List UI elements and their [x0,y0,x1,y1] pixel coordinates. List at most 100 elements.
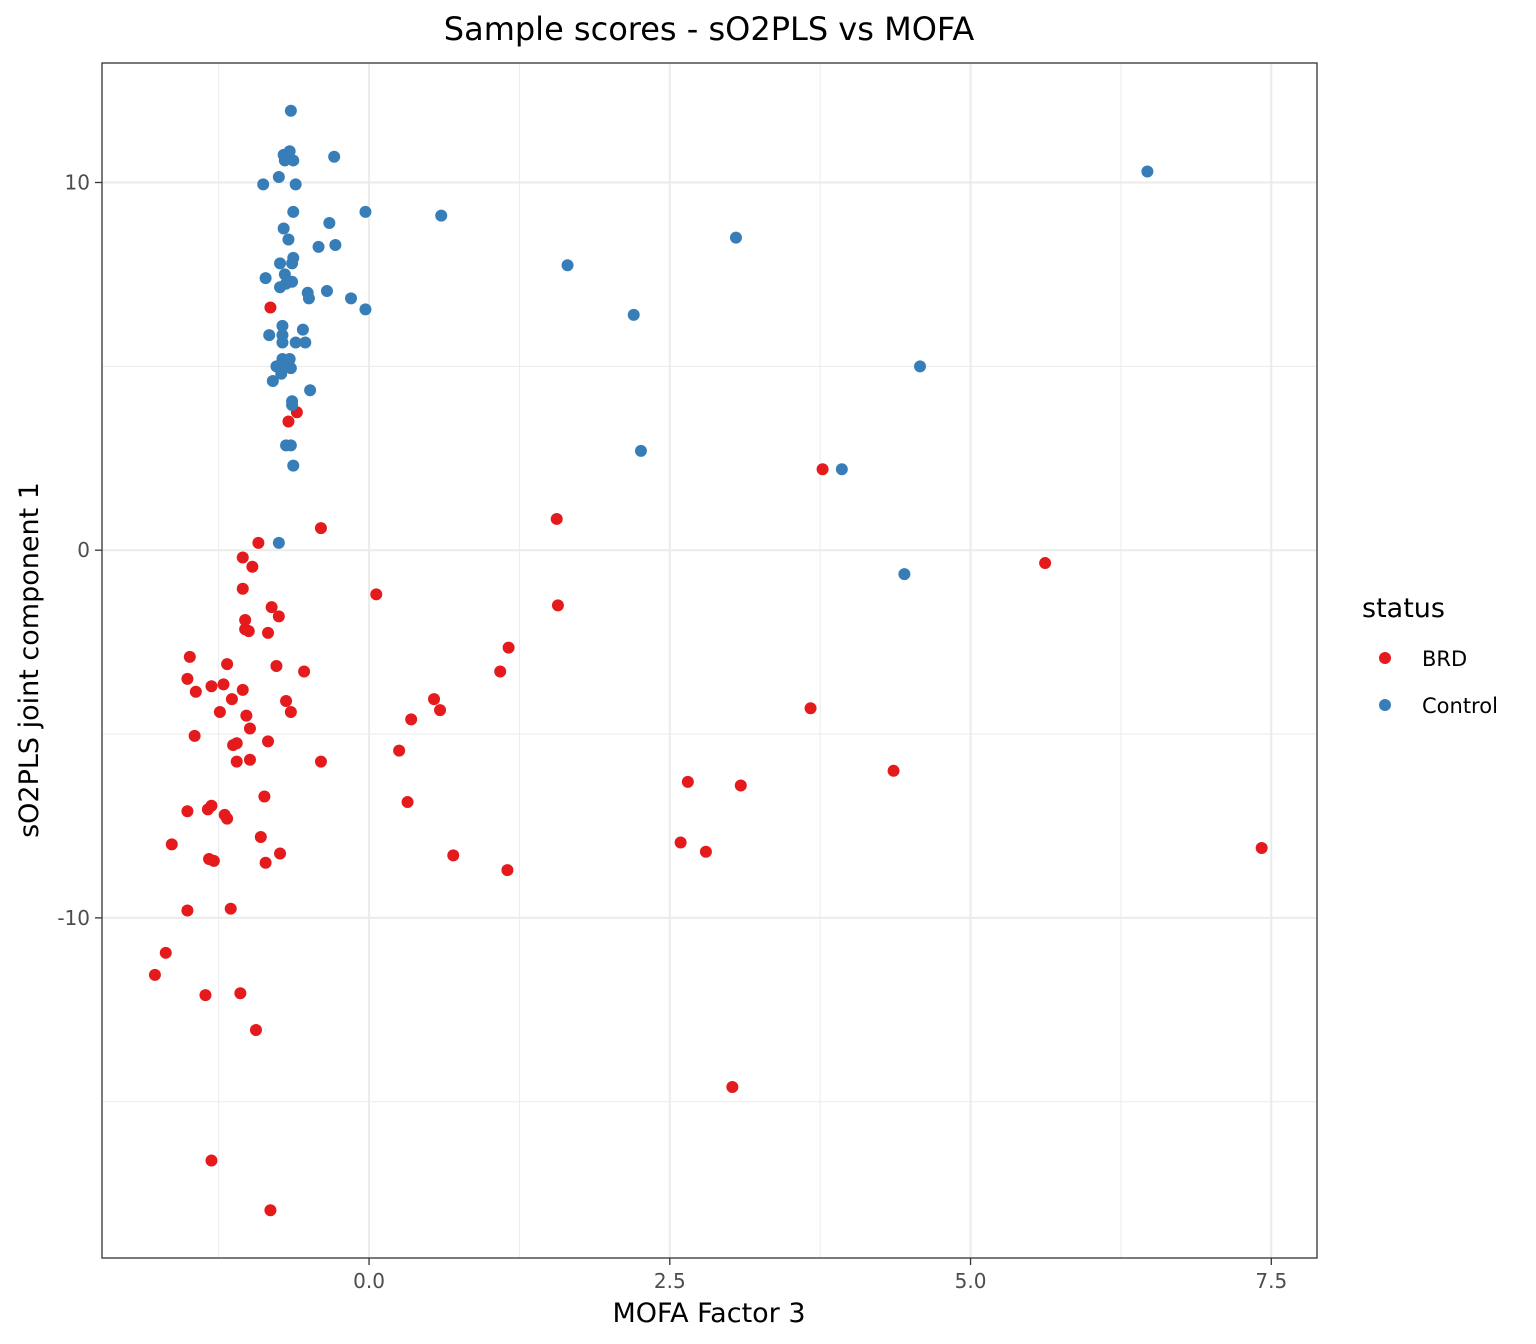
y-axis-title: sO2PLS joint component 1 [14,482,45,838]
data-point-brd [258,790,271,803]
data-point-control [274,257,287,270]
x-tick-label: 5.0 [955,1269,987,1293]
data-point-control [345,292,358,305]
data-point-brd [264,301,277,314]
data-point-control [323,216,336,229]
data-point-brd [264,1204,277,1217]
data-point-control [259,272,272,285]
data-point-control [276,336,289,349]
data-point-control [328,150,341,163]
data-point-brd [262,735,275,748]
data-point-control [296,323,309,336]
data-point-brd [240,709,253,722]
data-point-brd [502,641,515,654]
legend-key-control [1379,699,1391,711]
data-point-control [729,231,742,244]
data-point-control [304,384,317,397]
data-point-brd [230,737,243,750]
data-point-control [287,205,300,218]
data-point-brd [181,805,194,818]
data-point-brd [236,683,249,696]
data-point-brd [259,856,272,869]
legend-label-control: Control [1422,694,1498,718]
data-point-brd [405,713,418,726]
data-point-brd [284,705,297,718]
data-point-brd [887,764,900,777]
data-point-brd [242,625,255,638]
data-point-brd [181,904,194,917]
data-point-brd [314,755,327,768]
data-point-control [276,319,289,332]
data-point-control [287,459,300,472]
data-point-control [274,281,287,294]
data-point-brd [272,610,285,623]
data-point-brd [270,660,283,673]
data-point-brd [234,987,247,1000]
data-point-control [435,209,448,222]
data-point-control [284,104,297,117]
data-point-brd [181,672,194,685]
data-point-brd [262,626,275,639]
x-tick-label: 2.5 [654,1269,686,1293]
data-point-control [272,536,285,549]
data-point-brd [217,678,230,691]
data-point-control [257,178,270,191]
data-point-brd [314,522,327,535]
data-point-brd [816,463,829,476]
data-point-brd [551,599,564,612]
data-point-brd [494,665,507,678]
data-point-brd [221,658,234,671]
data-point-brd [213,705,226,718]
legend-key-brd [1379,652,1391,664]
data-point-control [286,398,299,411]
data-point-brd [434,704,447,717]
data-point-brd [246,560,259,573]
data-point-brd [393,744,406,757]
data-point-brd [239,614,252,627]
y-tick-label: 10 [65,171,90,195]
legend-title: status [1362,593,1445,624]
data-point-brd [230,755,243,768]
y-tick-label: 0 [77,538,90,562]
data-point-brd [183,650,196,663]
legend: status BRD Control [1362,593,1498,718]
data-point-control [277,222,290,235]
data-point-brd [804,702,817,715]
data-point-control [284,362,297,375]
data-point-brd [447,849,460,862]
data-point-brd [726,1081,739,1094]
data-point-brd [188,729,201,742]
data-point-brd [199,989,212,1002]
data-point-brd [159,946,172,959]
data-point-brd [274,847,287,860]
minor-gridlines [102,63,1317,1258]
data-point-brd [165,838,178,851]
data-point-brd [249,1024,262,1037]
data-point-control [275,367,288,380]
data-point-control [320,284,333,297]
major-gridlines [102,63,1317,1258]
data-point-control [359,303,372,316]
data-point-control [282,233,295,246]
data-point-control [302,292,315,305]
data-point-control [272,170,285,183]
data-point-control [266,375,279,388]
y-tick-label: -10 [57,906,90,930]
data-point-brd [674,836,687,849]
x-axis-title: MOFA Factor 3 [612,1298,805,1329]
data-point-brd [252,536,265,549]
legend-label-brd: BRD [1422,647,1467,671]
data-point-brd [205,1154,218,1167]
data-point-brd [280,694,293,707]
data-point-brd [224,902,237,915]
data-point-brd [265,601,278,614]
data-point-brd [148,968,161,981]
data-point-brd [236,551,249,564]
data-point-control [914,360,927,373]
x-axis: 0.0 2.5 5.0 7.5 [353,1258,1287,1293]
data-point-control [898,568,911,581]
data-point-control [329,239,342,252]
data-point-control [289,336,302,349]
